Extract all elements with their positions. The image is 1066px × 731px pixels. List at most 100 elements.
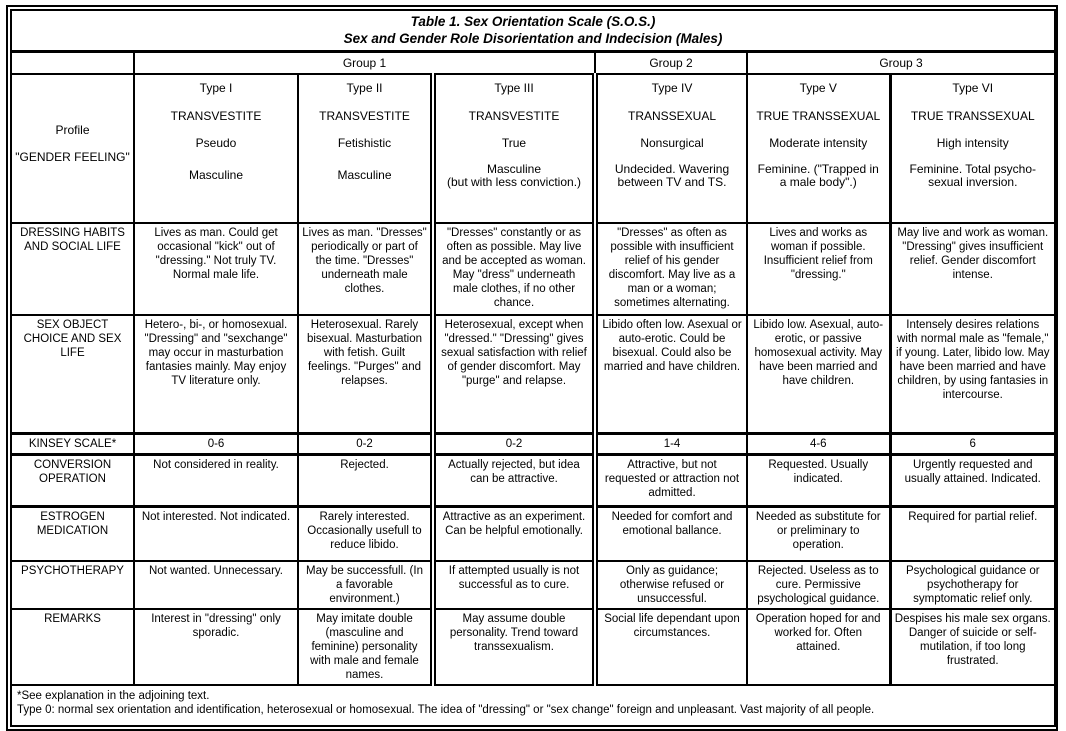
- type-name: TRANSVESTITE: [468, 108, 560, 123]
- type-label: Type III: [494, 81, 534, 96]
- profile-type6: Type VI TRUE TRANSSEXUAL High intensity …: [888, 73, 1057, 224]
- footnote-cell: *See explanation in the adjoining text. …: [9, 684, 1057, 727]
- table-row-conversion-operation: CONVERSION OPERATION Not considered in r…: [10, 453, 1057, 508]
- table-row-estrogen-medication: ESTROGEN MEDICATION Not interested. Not …: [10, 505, 1057, 562]
- cell-dressing-type6: May live and work as woman. "Dressing" g…: [888, 222, 1057, 316]
- type-subtype: Pseudo: [195, 135, 237, 150]
- cell-estrogen-type4: Needed for comfort and emotional ballanc…: [592, 505, 748, 562]
- table-frame: Table 1. Sex Orientation Scale (S.O.S.) …: [6, 5, 1058, 731]
- group2-header: Group 2: [594, 50, 748, 75]
- profile-label-grid: Profile "GENDER FEELING": [13, 89, 132, 208]
- cell-psycho-type6: Psychological guidance or psychotherapy …: [888, 560, 1057, 610]
- cell-psycho-type2: May be successfull. (In a favorable envi…: [297, 560, 434, 610]
- footnote-line1: *See explanation in the adjoining text.: [17, 690, 210, 702]
- cell-estrogen-type6: Required for partial relief.: [888, 505, 1057, 562]
- type-gender-feeling: Masculine (but with less conviction.): [446, 161, 582, 189]
- cell-estrogen-type5: Needed as substitute for or preliminary …: [746, 505, 891, 562]
- row-label-dressing-habits: DRESSING HABITS AND SOCIAL LIFE: [10, 222, 135, 316]
- cell-dressing-type5: Lives and works as woman if possible. In…: [746, 222, 891, 316]
- cell-dressing-type3: "Dresses" constantly or as often as poss…: [430, 222, 596, 316]
- profile-label: Profile: [55, 122, 90, 137]
- type-label: Type IV: [651, 81, 693, 96]
- group1-header: Group 1: [133, 50, 596, 75]
- cell-kinsey-type1: 0-6: [133, 431, 299, 456]
- type-gender-feeling: Feminine. ("Trapped in a male body".): [757, 161, 879, 189]
- type-name: TRANSVESTITE: [319, 108, 410, 123]
- cell-remarks-type3: May assume double personality. Trend tow…: [430, 608, 596, 686]
- cell-kinsey-type3: 0-2: [430, 431, 596, 456]
- row-label-conversion-operation: CONVERSION OPERATION: [10, 453, 135, 508]
- type-label: Type I: [199, 81, 233, 96]
- cell-sexobj-type6: Intensely desires relations with normal …: [888, 314, 1057, 434]
- cell-sexobj-type5: Libido low. Asexual, auto-erotic, or pas…: [746, 314, 891, 434]
- cell-psycho-type4: Only as guidance; otherwise refused or u…: [592, 560, 748, 610]
- type-name: TRANSVESTITE: [170, 108, 262, 123]
- type-gender-feeling: Masculine: [337, 168, 392, 183]
- row-label-remarks: REMARKS: [10, 608, 135, 686]
- footnote-row: *See explanation in the adjoining text. …: [9, 684, 1057, 727]
- cell-sexobj-type3: Heterosexual, except when "dressed." "Dr…: [430, 314, 596, 434]
- type-gender-feeling: Feminine. Total psycho- sexual inversion…: [909, 161, 1037, 189]
- cell-sexobj-type2: Heterosexual. Rarely bisexual. Masturbat…: [297, 314, 434, 434]
- row-label-psychotherapy: PSYCHOTHERAPY: [10, 560, 135, 610]
- type-name: TRUE TRANSSEXUAL: [910, 108, 1035, 123]
- type-label: Type II: [346, 81, 383, 96]
- table-title-line2: Sex and Gender Role Disorientation and I…: [343, 31, 723, 47]
- cell-remarks-type6: Despises his male sex organs. Danger of …: [888, 608, 1057, 686]
- type-label: Type V: [799, 81, 837, 96]
- type-subtype: High intensity: [936, 135, 1009, 150]
- sos-table: Table 1. Sex Orientation Scale (S.O.S.) …: [9, 9, 1057, 727]
- cell-remarks-type1: Interest in "dressing" only sporadic.: [133, 608, 299, 686]
- cell-conversion-type4: Attractive, but not requested or attract…: [592, 453, 748, 508]
- cell-sexobj-type4: Libido often low. Asexual or auto-erotic…: [592, 314, 748, 434]
- cell-conversion-type5: Requested. Usually indicated.: [746, 453, 891, 508]
- cell-kinsey-type5: 4-6: [746, 431, 891, 456]
- cell-conversion-type2: Rejected.: [297, 453, 434, 508]
- cell-estrogen-type1: Not interested. Not indicated.: [133, 505, 299, 562]
- type-subtype: Moderate intensity: [769, 135, 868, 150]
- gender-feeling-label: "GENDER FEELING": [15, 149, 130, 164]
- cell-psycho-type3: If attempted usually is not successful a…: [430, 560, 596, 610]
- group-header-row: Group 1 Group 2 Group 3: [10, 50, 1057, 75]
- type-subtype: True: [501, 135, 527, 150]
- profile-type3: Type III TRANSVESTITE True Masculine (bu…: [430, 73, 596, 224]
- cell-estrogen-type3: Attractive as an experiment. Can be help…: [430, 505, 596, 562]
- cell-kinsey-type4: 1-4: [592, 431, 748, 456]
- row-label-estrogen-medication: ESTROGEN MEDICATION: [10, 505, 135, 562]
- corner-cell: [10, 50, 135, 75]
- cell-remarks-type4: Social life dependant upon circumstances…: [592, 608, 748, 686]
- cell-remarks-type2: May imitate double (masculine and femini…: [297, 608, 434, 686]
- cell-dressing-type1: Lives as man. Could get occasional "kick…: [133, 222, 299, 316]
- type-gender-feeling: Undecided. Wavering between TV and TS.: [614, 161, 730, 189]
- profile-type2: Type II TRANSVESTITE Fetishistic Masculi…: [297, 73, 434, 224]
- table-row-psychotherapy: PSYCHOTHERAPY Not wanted. Unnecessary. M…: [10, 560, 1057, 610]
- type-name: TRUE TRANSSEXUAL: [756, 108, 881, 123]
- profile-type5: Type V TRUE TRANSSEXUAL Moderate intensi…: [746, 73, 891, 224]
- type-name: TRANSSEXUAL: [627, 108, 717, 123]
- group3-header: Group 3: [745, 50, 1057, 75]
- profile-type1: Type I TRANSVESTITE Pseudo Masculine: [133, 73, 299, 224]
- cell-dressing-type2: Lives as man. "Dresses" periodically or …: [297, 222, 434, 316]
- cell-psycho-type5: Rejected. Useless as to cure. Permissive…: [746, 560, 891, 610]
- table-row-sex-object: SEX OBJECT CHOICE AND SEX LIFE Hetero-, …: [10, 314, 1057, 434]
- title-row: Table 1. Sex Orientation Scale (S.O.S.) …: [9, 9, 1057, 53]
- table-row-dressing-habits: DRESSING HABITS AND SOCIAL LIFE Lives as…: [10, 222, 1057, 316]
- profile-type4: Type IV TRANSSEXUAL Nonsurgical Undecide…: [592, 73, 748, 224]
- cell-conversion-type1: Not considered in reality.: [133, 453, 299, 508]
- type-subtype: Fetishistic: [337, 135, 392, 150]
- table-title-line1: Table 1. Sex Orientation Scale (S.O.S.): [410, 14, 656, 30]
- cell-sexobj-type1: Hetero-, bi-, or homosexual. "Dressing" …: [133, 314, 299, 434]
- table-row-kinsey-scale: KINSEY SCALE* 0-6 0-2 0-2 1-4 4-6 6: [10, 431, 1057, 456]
- table-row-remarks: REMARKS Interest in "dressing" only spor…: [10, 608, 1057, 686]
- row-label-kinsey-scale: KINSEY SCALE*: [10, 431, 135, 456]
- cell-remarks-type5: Operation hoped for and worked for. Ofte…: [746, 608, 891, 686]
- profile-header-row: Profile "GENDER FEELING" Type I TRANSVES…: [10, 73, 1057, 224]
- cell-conversion-type3: Actually rejected, but idea can be attra…: [430, 453, 596, 508]
- cell-conversion-type6: Urgently requested and usually attained.…: [888, 453, 1057, 508]
- cell-dressing-type4: "Dresses" as often as possible with insu…: [592, 222, 748, 316]
- type-subtype: Nonsurgical: [640, 135, 704, 150]
- type-gender-feeling: Masculine: [188, 168, 244, 183]
- cell-psycho-type1: Not wanted. Unnecessary.: [133, 560, 299, 610]
- cell-estrogen-type2: Rarely interested. Occasionally usefull …: [297, 505, 434, 562]
- row-label-sex-object: SEX OBJECT CHOICE AND SEX LIFE: [10, 314, 135, 434]
